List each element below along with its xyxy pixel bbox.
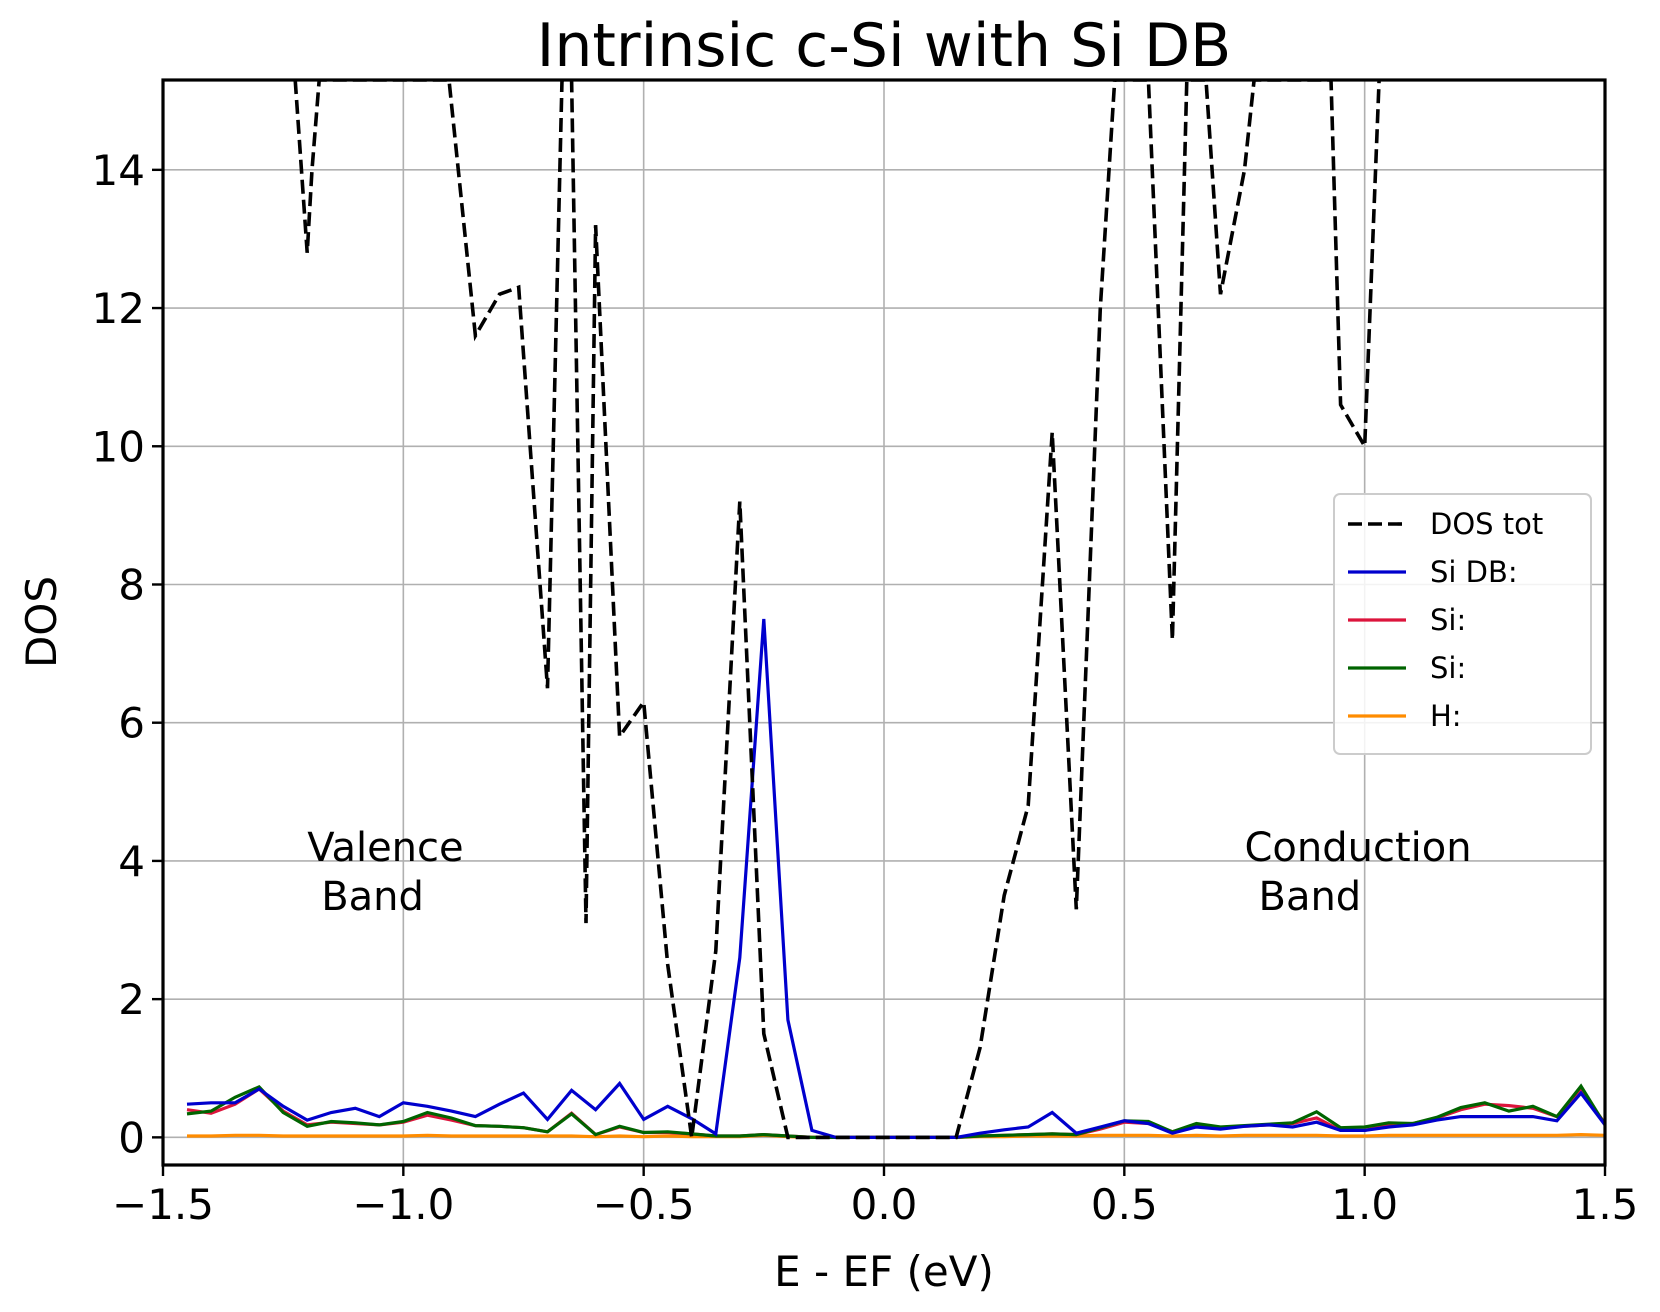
y-axis-label: DOS — [17, 576, 66, 668]
x-tick-label: −0.5 — [593, 1180, 695, 1229]
legend-label: Si DB: — [1430, 555, 1518, 589]
legend-label: H: — [1430, 699, 1462, 733]
x-axis-label: E - EF (eV) — [774, 1247, 994, 1296]
y-tick-label: 14 — [92, 146, 145, 195]
y-tick-label: 10 — [92, 422, 145, 471]
y-tick-label: 8 — [118, 560, 145, 609]
x-tick-label: 1.0 — [1331, 1180, 1398, 1229]
y-axis-ticks: 0 2 4 6 8 10 12 14 — [92, 146, 163, 1162]
y-tick-label: 12 — [92, 284, 145, 333]
y-tick-label: 2 — [118, 975, 145, 1024]
legend-box — [1333, 493, 1592, 755]
legend: DOS tot Si DB: Si: Si: H: — [1333, 493, 1592, 755]
x-tick-label: −1.0 — [352, 1180, 454, 1229]
x-tick-label: −1.5 — [112, 1180, 214, 1229]
x-tick-label: 1.5 — [1572, 1180, 1639, 1229]
series-layer — [186, 80, 1605, 1140]
y-tick-label: 6 — [118, 699, 145, 748]
legend-label: Si: — [1430, 651, 1466, 685]
band-annotation: Band — [1259, 874, 1362, 920]
x-tick-label: 0.5 — [1091, 1180, 1158, 1229]
y-tick-label: 0 — [118, 1113, 145, 1162]
legend-label: DOS tot — [1430, 507, 1543, 541]
band-annotation: Valence — [307, 825, 463, 871]
series-line-dos-tot-0 — [293, 80, 1381, 1140]
band-annotation: Band — [321, 874, 424, 920]
y-tick-label: 4 — [118, 837, 145, 886]
x-tick-label: 0.0 — [851, 1180, 918, 1229]
x-axis-ticks: −1.5 −1.0 −0.5 0.0 0.5 1.0 1.5 — [112, 1165, 1638, 1229]
band-annotation: Conduction — [1245, 825, 1472, 871]
legend-label: Si: — [1430, 603, 1466, 637]
chart-title: Intrinsic c-Si with Si DB — [537, 11, 1232, 81]
